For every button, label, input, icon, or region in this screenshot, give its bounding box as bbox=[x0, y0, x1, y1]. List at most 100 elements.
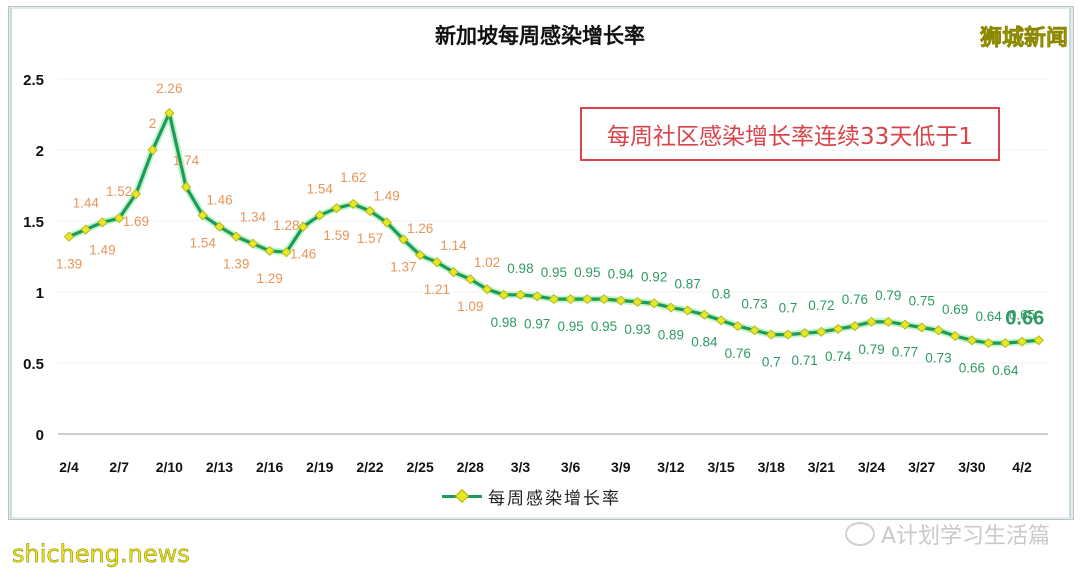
data-label: 0.75 bbox=[909, 294, 935, 309]
data-point-marker bbox=[348, 198, 359, 210]
data-point-marker bbox=[114, 213, 125, 224]
data-label: 1.28 bbox=[273, 218, 299, 233]
data-label: 0.7 bbox=[762, 355, 781, 370]
data-point-marker bbox=[916, 322, 927, 333]
data-label: 0.93 bbox=[624, 322, 650, 337]
data-point-marker bbox=[381, 217, 392, 228]
data-label: 1.52 bbox=[106, 184, 132, 199]
data-label: 1.59 bbox=[323, 228, 349, 243]
data-label: 1.26 bbox=[407, 221, 433, 236]
data-point-marker bbox=[314, 210, 325, 221]
callout-text: 每周社区感染增长率连续33天低于1 bbox=[607, 124, 973, 150]
data-label: 1.46 bbox=[290, 247, 316, 262]
data-point-marker bbox=[415, 250, 426, 261]
data-point-marker bbox=[766, 329, 777, 340]
data-point-marker bbox=[264, 245, 275, 256]
x-tick-label: 3/3 bbox=[511, 459, 531, 475]
data-point-marker bbox=[247, 238, 258, 249]
x-tick-label: 2/7 bbox=[109, 459, 129, 475]
data-label: 1.21 bbox=[424, 282, 450, 297]
data-point-marker bbox=[80, 224, 91, 235]
legend-line-icon bbox=[442, 488, 482, 504]
site-watermark: shicheng.news bbox=[12, 540, 190, 569]
y-tick-label: 1.5 bbox=[23, 214, 44, 231]
data-point-marker bbox=[682, 305, 693, 316]
data-point-marker bbox=[1033, 335, 1044, 346]
wechat-watermark: A计划学习生活篇 bbox=[844, 518, 1050, 550]
data-label: 2 bbox=[149, 116, 157, 131]
data-label: 1.49 bbox=[374, 188, 400, 203]
data-point-marker bbox=[1016, 336, 1028, 347]
x-tick-label: 3/6 bbox=[561, 459, 581, 475]
data-label: 0.64 bbox=[975, 309, 1002, 324]
data-point-marker bbox=[448, 267, 459, 278]
data-label: 1.39 bbox=[223, 257, 249, 272]
data-point-marker bbox=[398, 234, 409, 245]
data-point-marker bbox=[833, 323, 844, 334]
data-label: 1.62 bbox=[340, 170, 366, 185]
data-label: 0.79 bbox=[875, 288, 901, 303]
callout-box: 每周社区感染增长率连续33天低于1 bbox=[580, 107, 1000, 161]
data-point-marker bbox=[983, 338, 994, 349]
data-label: 1.49 bbox=[89, 242, 115, 257]
frame-edge-left bbox=[10, 8, 12, 518]
data-point-marker bbox=[799, 328, 810, 339]
data-label: 0.7 bbox=[779, 301, 798, 316]
data-label: 1.69 bbox=[123, 214, 149, 229]
chart-legend: 每周感染增长率 bbox=[442, 484, 621, 509]
data-label: 0.64 bbox=[992, 363, 1019, 378]
data-label: 0.76 bbox=[842, 292, 868, 307]
data-point-marker bbox=[732, 321, 743, 332]
data-label: 0.8 bbox=[712, 286, 731, 301]
x-tick-label: 2/22 bbox=[356, 459, 383, 475]
data-point-marker bbox=[498, 289, 509, 300]
data-label: 0.71 bbox=[792, 353, 818, 368]
data-label: 1.54 bbox=[190, 235, 217, 250]
data-label: 0.73 bbox=[925, 350, 951, 365]
y-tick-label: 0 bbox=[36, 427, 44, 444]
data-label: 0.98 bbox=[507, 261, 533, 276]
data-point-marker bbox=[481, 284, 493, 295]
data-label: 1.02 bbox=[474, 255, 500, 270]
data-point-marker bbox=[180, 181, 192, 192]
x-tick-label: 2/19 bbox=[306, 459, 333, 475]
data-label: 1.54 bbox=[307, 181, 334, 196]
data-point-marker bbox=[515, 289, 526, 300]
data-label: 0.87 bbox=[674, 276, 700, 291]
data-point-marker bbox=[950, 330, 961, 342]
data-point-marker bbox=[615, 295, 626, 306]
data-label: 1.39 bbox=[56, 257, 82, 272]
data-label: 0.69 bbox=[942, 302, 968, 317]
x-tick-label: 3/12 bbox=[657, 459, 684, 475]
x-tick-label: 3/21 bbox=[808, 459, 835, 475]
data-point-marker bbox=[97, 217, 108, 228]
data-point-marker bbox=[364, 205, 376, 217]
x-tick-label: 2/16 bbox=[256, 459, 283, 475]
data-point-marker bbox=[883, 316, 894, 327]
data-label: 2.26 bbox=[156, 81, 182, 96]
data-label: 0.66 bbox=[1005, 307, 1044, 329]
data-point-marker bbox=[331, 203, 342, 214]
x-tick-label: 2/25 bbox=[406, 459, 433, 475]
y-tick-label: 1 bbox=[36, 285, 44, 302]
x-tick-label: 3/30 bbox=[958, 459, 985, 475]
data-point-marker bbox=[966, 335, 977, 346]
x-tick-label: 2/10 bbox=[156, 459, 183, 475]
data-label: 0.65 bbox=[1009, 308, 1035, 323]
data-label: 0.74 bbox=[825, 349, 852, 364]
legend-label: 每周感染增长率 bbox=[488, 489, 621, 509]
data-label: 0.84 bbox=[691, 335, 718, 350]
data-label: 0.66 bbox=[959, 360, 985, 375]
y-tick-label: 2 bbox=[36, 143, 44, 160]
data-point-marker bbox=[298, 221, 309, 232]
x-tick-label: 3/9 bbox=[611, 459, 631, 475]
data-label: 0.95 bbox=[591, 319, 617, 334]
data-label: 0.79 bbox=[858, 342, 884, 357]
data-label: 0.73 bbox=[741, 296, 767, 311]
data-label: 0.95 bbox=[557, 319, 583, 334]
chart-title: 新加坡每周感染增长率 bbox=[435, 24, 645, 48]
data-label: 0.76 bbox=[725, 346, 751, 361]
data-label: 1.09 bbox=[457, 299, 483, 314]
data-label: 0.95 bbox=[574, 265, 600, 280]
